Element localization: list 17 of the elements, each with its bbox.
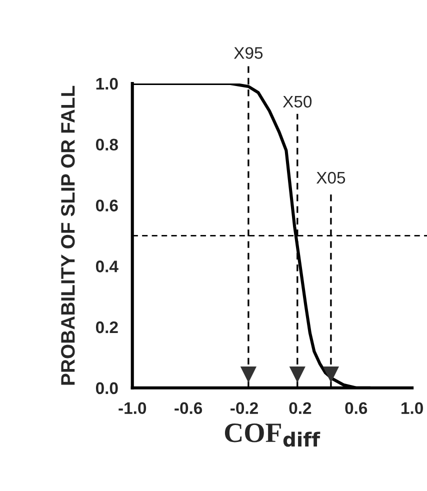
y-tick-label: 0.2 — [96, 321, 118, 334]
x-tick-label: 0.2 — [289, 402, 312, 414]
x-tick-label: -0.2 — [230, 402, 258, 414]
y-tick-label: 0.4 — [96, 260, 118, 272]
ref-line-label: X05 — [316, 172, 346, 184]
y-tick-label: 0.8 — [96, 138, 118, 151]
x-tick-label: 1.0 — [402, 402, 423, 414]
x-tick-label: -1.0 — [118, 402, 146, 414]
y-axis-title: PROBABILITY OF SLIP OR FALL — [61, 86, 75, 385]
y-tick-label: 0.6 — [96, 200, 118, 212]
y-tick-label: 1.0 — [96, 78, 118, 90]
x-tick-label: -0.6 — [174, 402, 202, 414]
x-axis-title: COF$_{diff}$ — [224, 424, 320, 447]
ref-line-label: X50 — [282, 96, 312, 108]
x-tick-label: 0.6 — [345, 402, 368, 414]
ref-line-label: X95 — [234, 47, 263, 59]
y-tick-label: 0.0 — [96, 382, 118, 394]
